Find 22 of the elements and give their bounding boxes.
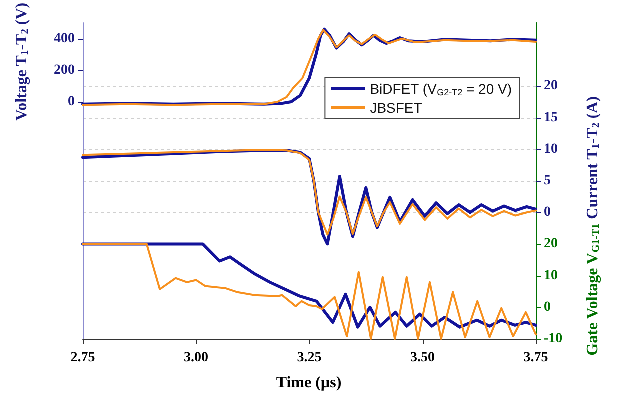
y-tick-label: 200 <box>54 62 75 78</box>
y-tick-label: 0 <box>68 94 75 110</box>
x-tick-label: 3.00 <box>184 350 208 366</box>
y-tick-label: 400 <box>54 31 75 46</box>
y2-tick-label: 15 <box>544 110 558 126</box>
x-axis-title: Time (µs) <box>276 374 342 392</box>
x-tick-label: 3.75 <box>524 350 548 366</box>
y-axis-title: Voltage T1-T2 (V) <box>14 2 32 121</box>
y2-axis-title: Current T1-T2 (A) <box>584 96 602 220</box>
y3-tick-label: 0 <box>544 300 551 315</box>
y2-tick-label: 10 <box>544 142 558 157</box>
y2-tick-label: 20 <box>544 78 558 94</box>
y3-tick-label: 10 <box>544 268 558 284</box>
legend-label: JBSFET <box>370 100 423 116</box>
y3-axis-title: Gate Voltage VG1-T1 <box>584 224 602 356</box>
x-tick-label: 3.25 <box>297 350 322 366</box>
x-tick-label: 3.50 <box>410 350 435 366</box>
y2-tick-label: 5 <box>544 174 551 188</box>
y3-tick-label: 20 <box>544 236 558 252</box>
y3-tick-label: -10 <box>544 332 563 346</box>
x-tick-label: 2.75 <box>70 350 96 366</box>
y2-tick-label: 0 <box>544 205 551 220</box>
